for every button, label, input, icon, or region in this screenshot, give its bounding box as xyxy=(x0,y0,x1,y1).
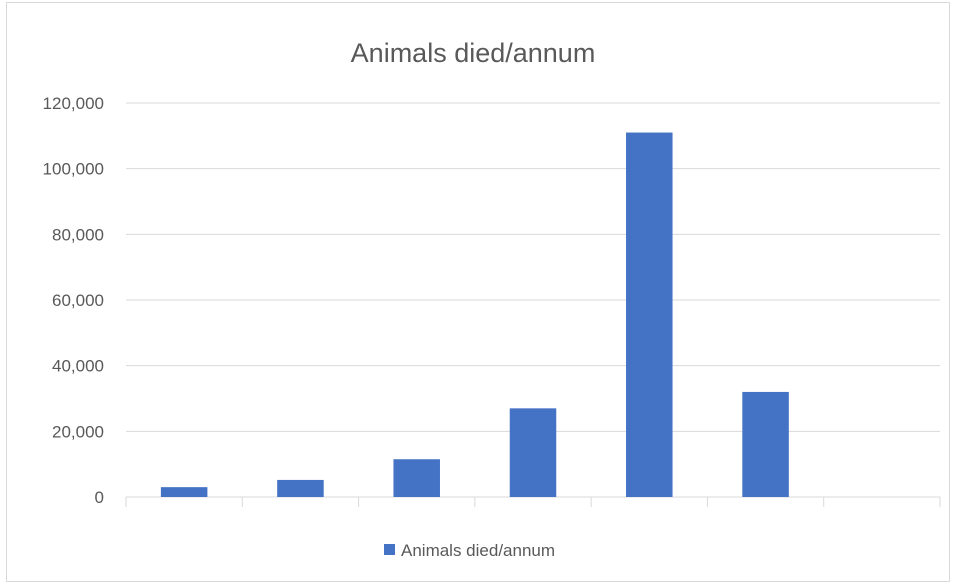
y-tick-label: 40,000 xyxy=(52,357,104,376)
bars xyxy=(160,132,789,498)
bar xyxy=(393,459,440,497)
bar xyxy=(509,408,557,497)
bar xyxy=(626,132,673,498)
y-tick-label: 20,000 xyxy=(52,422,104,441)
y-tick-label: 80,000 xyxy=(52,225,104,244)
legend: Animals died/annum xyxy=(384,541,555,560)
chart-title: Animals died/annum xyxy=(351,38,596,68)
x-axis xyxy=(125,496,941,507)
y-axis-ticks: 0 20,000 40,000 60,000 80,000 100,000 120,000 xyxy=(43,94,104,507)
bar xyxy=(742,391,789,497)
y-tick-label: 60,000 xyxy=(52,291,104,310)
gridlines xyxy=(126,102,940,432)
bar xyxy=(277,479,324,497)
legend-label: Animals died/annum xyxy=(401,541,555,560)
bar xyxy=(160,487,208,497)
chart-frame xyxy=(6,2,950,582)
y-tick-label: 120,000 xyxy=(43,94,104,113)
legend-swatch xyxy=(384,544,395,555)
y-tick-label: 0 xyxy=(95,488,104,507)
y-tick-label: 100,000 xyxy=(43,160,104,179)
